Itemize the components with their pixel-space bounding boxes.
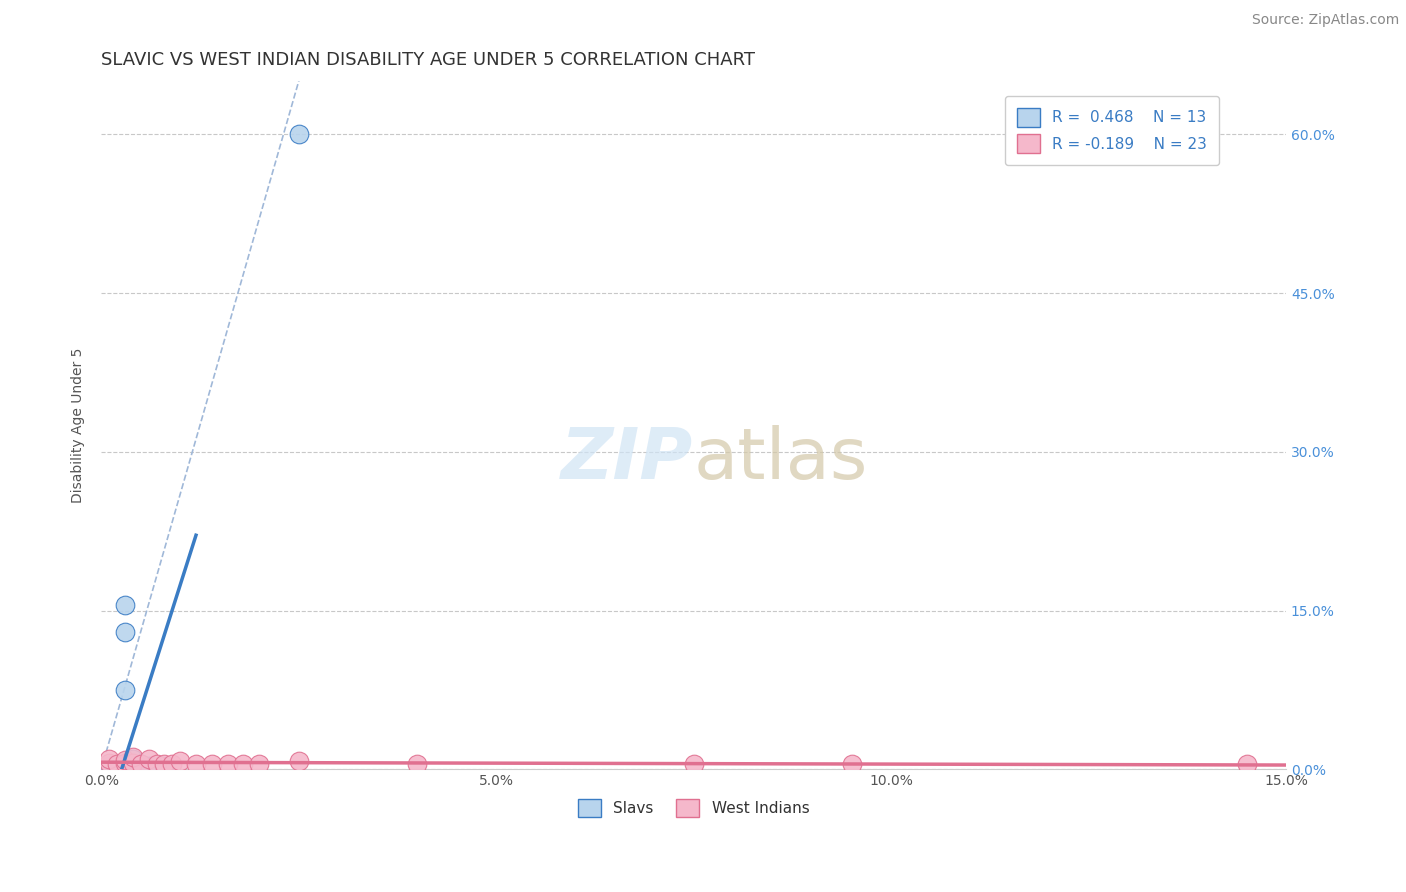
Point [98,759,121,773]
Point [153,759,176,773]
Point [121,756,143,770]
Point [129,759,152,773]
Point [184,757,207,772]
Point [145,759,167,773]
Point [406,757,429,772]
Point [138,759,160,773]
Text: atlas: atlas [693,425,868,494]
Point [105,757,128,772]
Text: SLAVIC VS WEST INDIAN DISABILITY AGE UNDER 5 CORRELATION CHART: SLAVIC VS WEST INDIAN DISABILITY AGE UND… [101,51,755,69]
Point [841,757,863,772]
Point [232,757,254,772]
Point [247,757,270,772]
Text: ZIP: ZIP [561,425,693,494]
Point [114,756,136,770]
Y-axis label: Disability Age Under 5: Disability Age Under 5 [72,348,86,503]
Point [129,757,152,772]
Point [114,753,136,767]
Point [201,757,224,772]
Point [114,682,136,697]
Point [114,599,136,613]
Point [121,759,143,773]
Point [129,757,152,772]
Point [287,128,309,142]
Point [162,757,184,772]
Point [153,757,176,772]
Point [114,624,136,639]
Point [287,754,309,768]
Point [121,752,143,766]
Point [682,757,704,772]
Point [105,759,128,773]
Point [217,757,239,772]
Point [138,752,160,766]
Point [98,752,121,766]
Point [145,757,167,772]
Point [169,754,191,768]
Legend: Slavs, West Indians: Slavs, West Indians [572,793,815,823]
Point [121,749,143,764]
Point [1236,757,1258,772]
Point [98,756,121,770]
Text: Source: ZipAtlas.com: Source: ZipAtlas.com [1251,13,1399,28]
